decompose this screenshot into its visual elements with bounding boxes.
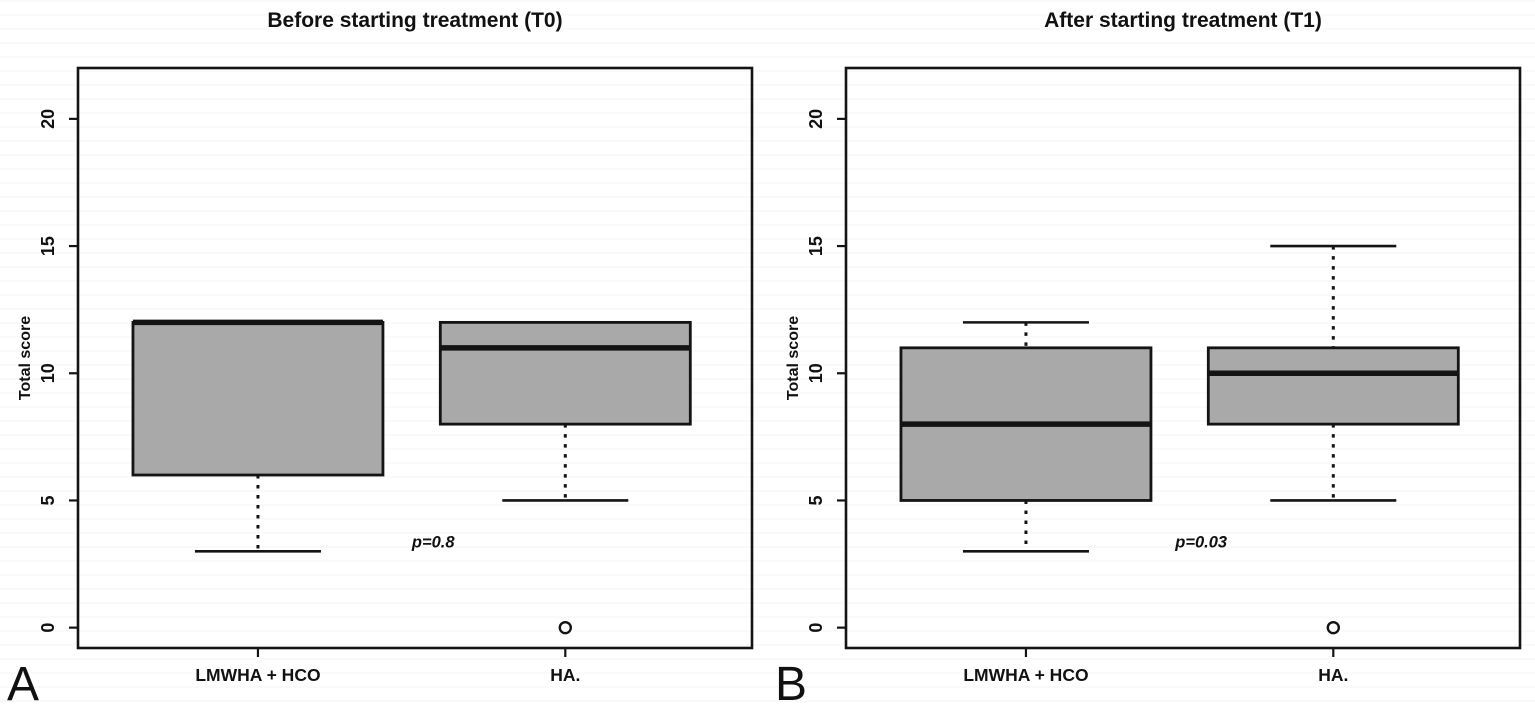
p-value-annotation: p=0.8 [411,534,455,552]
plot-frame [76,66,754,650]
y-axis-title: Total score [17,316,34,400]
plot-frame [844,66,1521,650]
panel-before-treatment: Before starting treatment (T0) 0 5 10 15 20 To… [7,9,754,704]
boxplot-panel-b: After starting treatment (T1) 0 5 10 15 20 Tot… [775,9,1521,704]
chart-title: After starting treatment (T1) [1044,9,1322,32]
panel-after-treatment: After starting treatment (T1) 0 5 10 15 20 Tot… [768,0,1535,704]
y-axis-title: Total score [785,316,802,400]
chart-title: Before starting treatment (T0) [267,9,562,32]
y-tick-label: 10 [38,363,58,383]
y-tick-label: 20 [38,109,58,129]
x-category-label: LMWHA + HCO [195,665,320,685]
x-category-label: HA. [1318,665,1348,685]
panel-letter: A [7,658,39,704]
y-tick-label: 0 [806,623,826,633]
y-tick-label: 15 [38,236,58,256]
x-category-label: LMWHA + HCO [963,665,1088,685]
y-tick-label: 5 [38,495,58,505]
outlier-point [558,620,573,635]
x-category-label: HA. [550,665,580,685]
y-tick-label: 20 [806,109,826,129]
boxplot-panel-a: Before starting treatment (T0) 0 5 10 15 20 To… [7,9,754,704]
box [131,320,385,477]
box [1206,346,1460,426]
y-tick-label: 15 [806,236,826,256]
p-value-annotation: p=0.03 [1174,534,1227,552]
y-tick-label: 5 [806,495,826,505]
box [438,320,692,426]
outlier-point [1326,620,1340,635]
y-tick-label: 10 [806,363,826,383]
panel-letter: B [775,658,807,704]
y-tick-label: 0 [38,623,58,633]
